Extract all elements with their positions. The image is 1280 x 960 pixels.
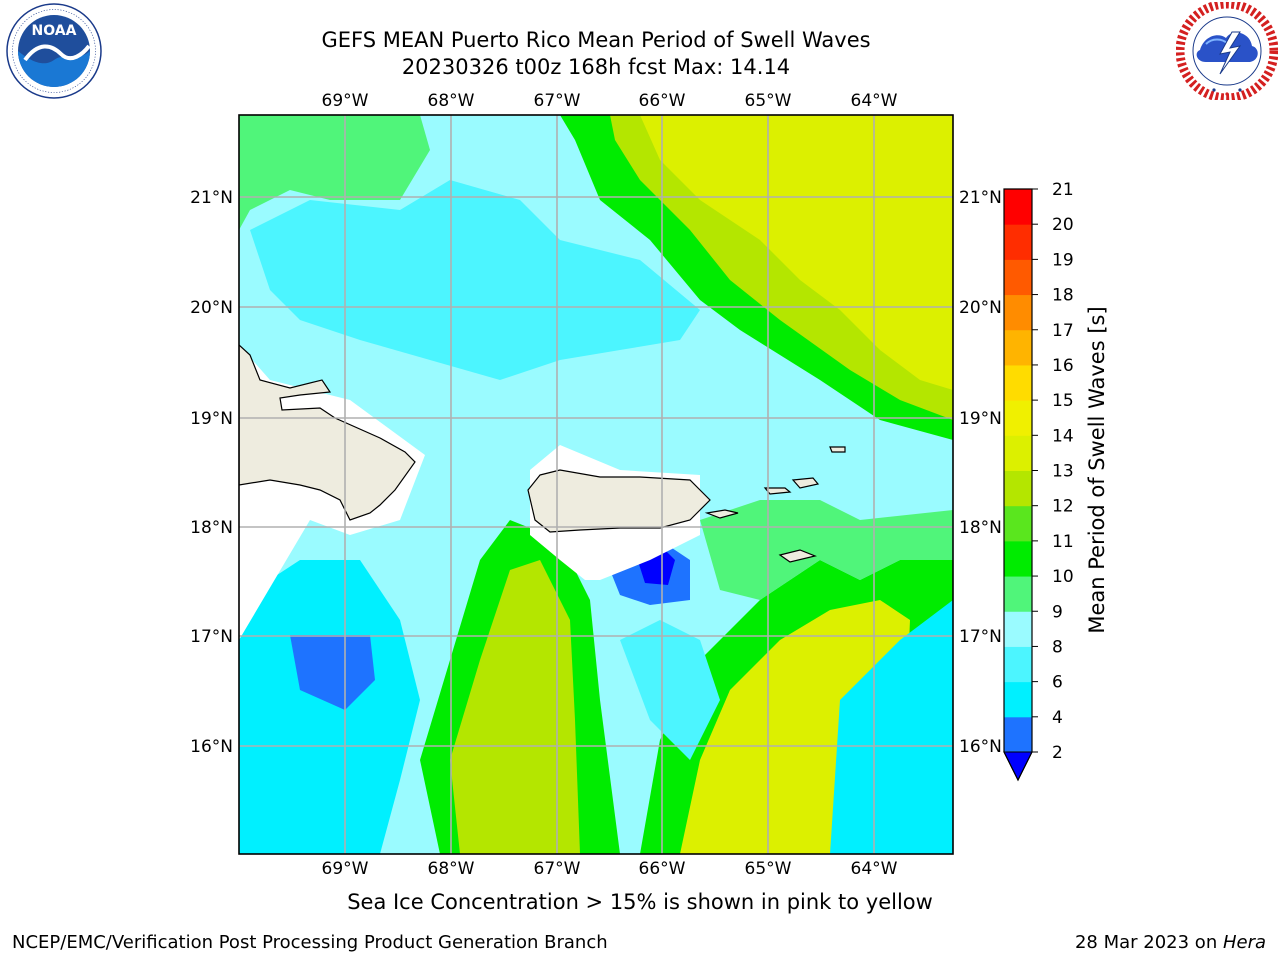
colorbar-tick-label: 15 <box>1052 391 1074 411</box>
colorbar-segment <box>1004 294 1032 331</box>
footer-host: Hera <box>1222 932 1266 953</box>
nws-logo-icon <box>1176 2 1278 100</box>
puerto-rico-land <box>527 469 711 533</box>
map-title: GEFS MEAN Puerto Rico Mean Period of Swe… <box>321 28 871 52</box>
lon-label-67w: 67°W <box>534 91 581 111</box>
footer-date: 28 Mar 2023 on Hera <box>1075 932 1266 953</box>
colorbar-tick-label: 11 <box>1052 532 1074 552</box>
lon-labels-bottom: 69°W 68°W 67°W 66°W 65°W 64°W <box>322 859 898 879</box>
footer-branch: NCEP/EMC/Verification Post Processing Pr… <box>12 932 608 953</box>
contour-4-6-sw <box>290 635 375 710</box>
colorbar-tick-label: 16 <box>1052 356 1074 376</box>
hispaniola-land <box>239 344 416 521</box>
lon-label-69w: 69°W <box>322 91 369 111</box>
lat-label-17n: 17°N <box>190 627 233 647</box>
colorbar-tick-label: 14 <box>1052 426 1074 446</box>
lon-label-66w: 66°W <box>639 91 686 111</box>
colorbar: 2 4 6 8 9 10 11 12 13 14 15 16 17 18 19 20 21 <box>1003 180 1074 782</box>
lat-label-16n-right: 16°N <box>959 737 1002 757</box>
noaa-logo-icon: NOAA <box>6 3 102 99</box>
lat-label-20n-right: 20°N <box>959 298 1002 318</box>
lat-label-20n: 20°N <box>190 298 233 318</box>
colorbar-segment <box>1004 470 1032 507</box>
colorbar-tick-label: 2 <box>1052 743 1063 763</box>
colorbar-tick-label: 18 <box>1052 286 1074 306</box>
colorbar-segment <box>1004 400 1032 436</box>
colorbar-tick-label: 6 <box>1052 673 1063 693</box>
colorbar-segment <box>1004 435 1032 471</box>
colorbar-segment <box>1004 576 1032 612</box>
lon-label-68w: 68°W <box>428 91 475 111</box>
lon-label-66w-bottom: 66°W <box>639 859 686 879</box>
lon-label-65w: 65°W <box>745 91 792 111</box>
lat-label-18n: 18°N <box>190 518 233 538</box>
lat-label-19n: 19°N <box>190 409 233 429</box>
lat-labels-left: 21°N 20°N 19°N 18°N 17°N 16°N <box>190 188 233 757</box>
colorbar-frame <box>1003 188 1033 782</box>
colorbar-segment <box>1004 364 1032 401</box>
contour-6-8-south-mid <box>620 620 720 760</box>
lat-labels-right: 21°N 20°N 19°N 18°N 17°N 16°N <box>959 188 1002 757</box>
lat-label-17n-right: 17°N <box>959 627 1002 647</box>
colorbar-tick-label: 4 <box>1052 708 1063 728</box>
colorbar-tick-label: 8 <box>1052 637 1063 657</box>
colorbar-tick-label: 17 <box>1052 321 1074 341</box>
colorbar-label: Mean Period of Swell Waves [s] <box>1085 306 1109 634</box>
colorbar-extend-min <box>1003 751 1033 782</box>
colorbar-segment <box>1004 189 1032 225</box>
colorbar-tick-label: 10 <box>1052 567 1074 587</box>
colorbar-tick-label: 13 <box>1052 462 1074 482</box>
footer-date-text: 28 Mar 2023 on <box>1074 932 1223 953</box>
lat-label-16n: 16°N <box>190 737 233 757</box>
lon-label-64w-bottom: 64°W <box>851 859 898 879</box>
virgin-islands <box>704 446 846 563</box>
colorbar-segment <box>1004 716 1032 753</box>
colorbar-tick-label: 9 <box>1052 602 1063 622</box>
map-graticule <box>239 115 953 854</box>
colorbar-segment <box>1004 224 1032 260</box>
lon-labels-top: 69°W 68°W 67°W 66°W 65°W 64°W <box>322 91 898 111</box>
colorbar-segment <box>1004 540 1032 577</box>
lon-label-69w-bottom: 69°W <box>322 859 369 879</box>
colorbar-tick-label: 21 <box>1052 180 1074 200</box>
lat-label-21n-right: 21°N <box>959 188 1002 208</box>
noaa-logo-text: NOAA <box>32 23 77 39</box>
contour-9-10-se <box>700 500 953 600</box>
lat-label-18n-right: 18°N <box>959 518 1002 538</box>
lon-label-68w-bottom: 68°W <box>428 859 475 879</box>
colorbar-segment <box>1004 259 1032 296</box>
colorbar-segment <box>1004 505 1032 542</box>
colorbar-tick-label: 19 <box>1052 250 1074 270</box>
colorbar-tick-label: 20 <box>1052 215 1074 235</box>
lat-label-21n: 21°N <box>190 188 233 208</box>
contour-6-8-north <box>250 180 700 380</box>
contour-6-8-se <box>830 600 953 854</box>
lat-label-19n-right: 19°N <box>959 409 1002 429</box>
colorbar-tick-label: 12 <box>1052 497 1074 517</box>
lon-label-67w-bottom: 67°W <box>534 859 581 879</box>
lon-label-65w-bottom: 65°W <box>745 859 792 879</box>
colorbar-segment <box>1004 329 1032 366</box>
swell-period-field <box>239 115 953 854</box>
map-frame <box>238 114 954 855</box>
colorbar-segment <box>1004 611 1032 647</box>
contour-9-10-nw <box>239 115 430 230</box>
sea-ice-caption: Sea Ice Concentration > 15% is shown in … <box>347 890 933 914</box>
colorbar-segment <box>1004 681 1032 718</box>
contour-6-8-sw <box>239 560 420 854</box>
contour-12-14-south <box>450 560 580 854</box>
lon-label-64w: 64°W <box>851 91 898 111</box>
forecast-subtitle: 20230326 t00z 168h fcst Max: 14.14 <box>401 55 791 79</box>
colorbar-segment <box>1004 646 1032 683</box>
